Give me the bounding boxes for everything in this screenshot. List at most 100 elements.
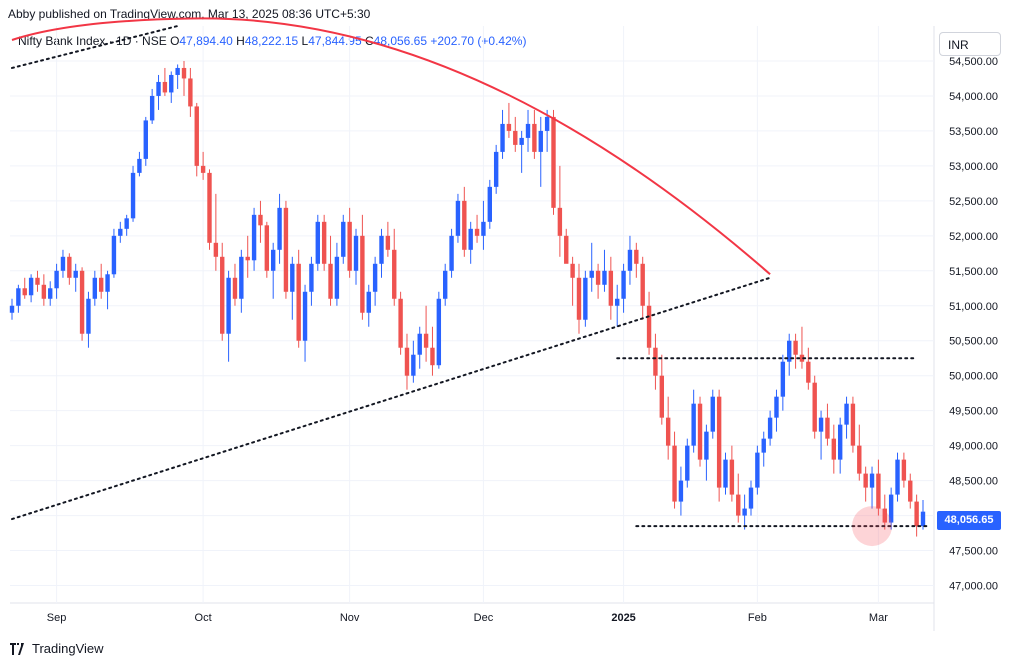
- candle-body: [86, 298, 91, 334]
- candle-body: [500, 123, 505, 152]
- candle-body: [143, 120, 148, 159]
- candle-body: [888, 494, 894, 523]
- y-tick-label: 52,500.00: [949, 196, 998, 208]
- symbol-legend: Nifty Bank Index · 1D · NSE O47,894.40 H…: [18, 34, 526, 48]
- y-tick-label: 51,500.00: [949, 266, 998, 278]
- candle-body: [837, 424, 843, 460]
- y-tick-label: 52,000.00: [949, 231, 998, 243]
- candle-body: [392, 249, 397, 299]
- candle-body: [761, 438, 766, 453]
- candle-body: [372, 263, 378, 292]
- candle-body: [334, 256, 340, 299]
- candle-body: [16, 288, 21, 306]
- candle-body: [220, 256, 225, 334]
- candle-body: [487, 186, 492, 222]
- footer-brand: TradingView: [10, 641, 104, 656]
- candle-body: [105, 274, 110, 292]
- candle-body: [423, 333, 429, 348]
- candle-body: [436, 298, 442, 366]
- candle-body: [621, 270, 626, 299]
- candle-body: [576, 277, 582, 320]
- candle-body: [831, 438, 837, 460]
- candle-body: [678, 480, 684, 502]
- candle-body: [92, 277, 98, 299]
- candle-body: [748, 487, 754, 509]
- candle-body: [430, 347, 435, 366]
- candle-body: [200, 165, 206, 173]
- candle-body: [882, 508, 887, 523]
- candle-body: [627, 249, 633, 271]
- candle-body: [462, 200, 467, 250]
- rising-trend-line: [11, 276, 772, 521]
- candle-body: [283, 207, 289, 292]
- y-tick-label: 49,000.00: [949, 441, 998, 453]
- arc-curve: [11, 17, 771, 276]
- candle-body: [67, 256, 72, 278]
- candle-body: [812, 382, 817, 432]
- candle-body: [691, 403, 696, 446]
- candle-body: [665, 417, 671, 446]
- candle-body: [264, 225, 270, 271]
- x-tick-label: Mar: [869, 612, 888, 624]
- candle-body: [455, 200, 461, 236]
- high-label: H: [236, 34, 245, 48]
- candle-body: [239, 256, 244, 299]
- candle-body: [659, 375, 665, 418]
- candle-body: [169, 74, 174, 93]
- currency-selector[interactable]: INR: [939, 32, 1001, 56]
- x-tick-label: 2025: [611, 612, 635, 624]
- candle-body: [341, 221, 346, 257]
- candle-body: [793, 340, 798, 355]
- candle-body: [449, 235, 454, 271]
- candle-body: [54, 270, 59, 289]
- y-tick-label: 50,500.00: [949, 336, 998, 348]
- candle-body: [646, 305, 652, 348]
- time-axis[interactable]: Sep Oct Nov Dec 2025 Feb Mar: [47, 612, 888, 624]
- candle-body: [296, 263, 301, 341]
- candle-body: [634, 249, 639, 264]
- candle-body: [60, 256, 66, 271]
- candle-body: [544, 116, 550, 131]
- candle-body: [697, 403, 703, 460]
- low-label: L: [301, 34, 309, 48]
- candle-body: [137, 158, 142, 173]
- candle-body: [583, 277, 588, 320]
- candle-body: [564, 235, 569, 264]
- candle-body: [850, 403, 856, 446]
- candle-body: [608, 270, 614, 306]
- candle-body: [876, 473, 881, 509]
- x-tick-label: Dec: [474, 612, 494, 624]
- candle-body: [302, 291, 308, 341]
- candle-body: [124, 218, 129, 229]
- upper-trend-line: [11, 25, 179, 69]
- candle-body: [729, 459, 735, 495]
- y-tick-label: 49,500.00: [949, 406, 998, 418]
- candle-body: [863, 473, 868, 488]
- candle-body: [723, 459, 728, 488]
- candle-body: [844, 403, 849, 425]
- candle-body: [111, 235, 117, 275]
- candle-body: [742, 508, 747, 516]
- tradingview-logo-icon: [10, 642, 24, 655]
- candle-body: [9, 305, 15, 313]
- candle-body: [825, 417, 830, 439]
- close-value: 48,056.65: [373, 34, 428, 48]
- candle-body: [245, 256, 250, 261]
- candle-body: [857, 445, 862, 474]
- candle-body: [589, 270, 594, 278]
- candle-body: [270, 249, 276, 271]
- drawings: [11, 17, 931, 547]
- candle-body: [277, 207, 282, 250]
- high-value: 48,222.15: [244, 34, 299, 48]
- candle-body: [532, 123, 537, 152]
- candle-body: [468, 228, 473, 250]
- candle-body: [551, 116, 556, 208]
- candle-body: [818, 417, 824, 432]
- candle-body: [493, 151, 499, 187]
- footer-brand-text: TradingView: [32, 641, 104, 656]
- x-tick-label: Sep: [47, 612, 67, 624]
- candle-body: [232, 277, 238, 299]
- open-label: O: [170, 34, 180, 48]
- candle-body: [869, 473, 875, 488]
